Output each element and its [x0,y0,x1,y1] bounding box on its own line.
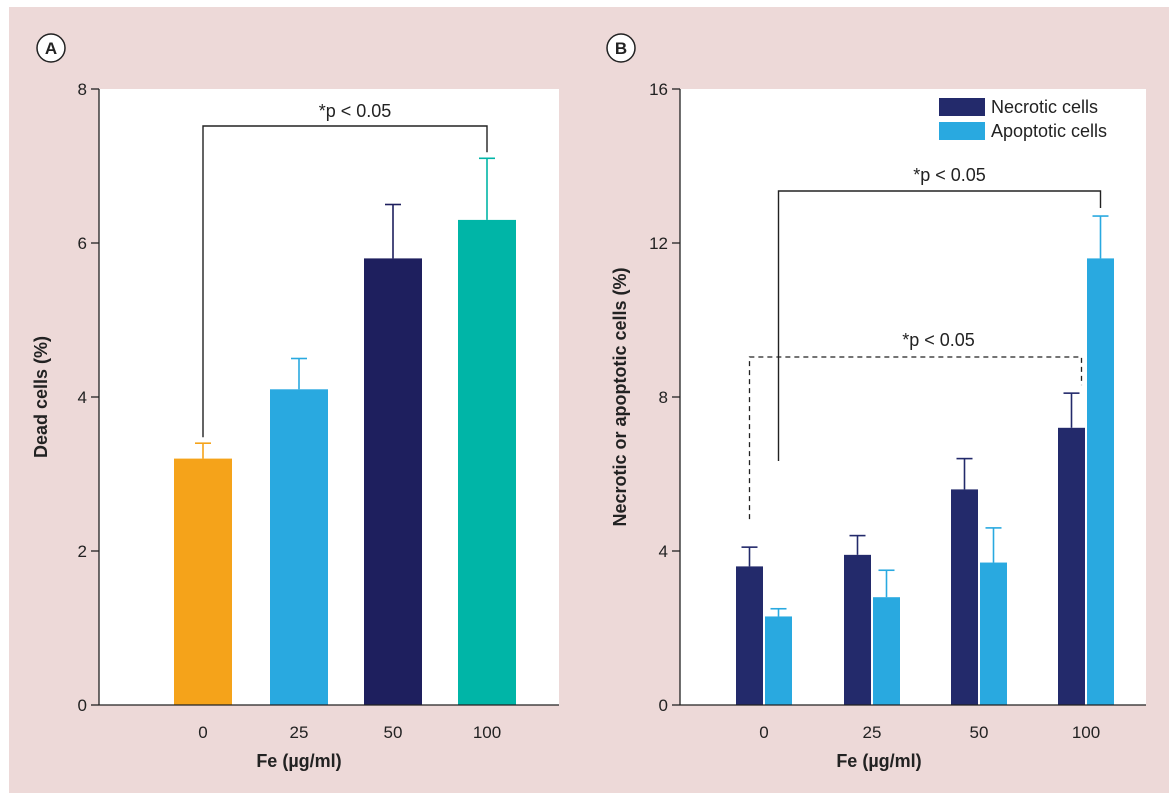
panel-b-x-label: Fe (µg/ml) [836,751,921,771]
legend-swatch-apoptotic [939,122,985,140]
y-tick-label: 16 [649,80,668,99]
x-tick-label: 25 [863,723,882,742]
y-tick-label: 0 [659,696,668,715]
significance-bracket-solid [777,190,1102,461]
significance-bracket-dashed [748,356,1083,520]
panel-a-letter: A [45,39,57,58]
figure: A 0 2 4 6 8 0 25 50 100 *p < 0.05 Fe (µg/ml) De… [9,7,1169,793]
panel-b-x-ticks: 0 25 50 100 [759,723,1100,742]
bar-necrotic-0 [736,566,763,705]
chart-canvas: A 0 2 4 6 8 0 25 50 100 *p < 0.05 Fe (µg/ml) De… [31,33,1146,771]
bar-apoptotic-0 [765,616,792,705]
y-tick-label: 2 [78,542,87,561]
bar-100 [458,219,516,705]
panel-b-y-label: Necrotic or apoptotic cells (%) [610,267,630,526]
x-tick-label: 0 [759,723,768,742]
bar-apoptotic-50 [980,562,1007,705]
panel-a-x-label: Fe (µg/ml) [256,751,341,771]
y-tick-label: 6 [78,234,87,253]
panel-a: A 0 2 4 6 8 0 25 50 100 *p < 0.05 Fe (µg/ml) De… [31,33,559,771]
bar-necrotic-100 [1058,427,1085,705]
bar-apoptotic-25 [873,597,900,705]
panel-b-bars [736,258,1114,705]
panel-b-legend: Necrotic cells Apoptotic cells [939,97,1107,141]
x-tick-label: 50 [970,723,989,742]
legend-label-apoptotic: Apoptotic cells [991,121,1107,141]
bar-25 [270,389,328,705]
bar-apoptotic-100 [1087,258,1114,705]
y-tick-label: 0 [78,696,87,715]
y-tick-label: 8 [659,388,668,407]
bar-0 [174,458,232,705]
x-tick-label: 25 [290,723,309,742]
panel-b-letter: B [615,39,627,58]
significance-label: *p < 0.05 [319,101,392,121]
panel-b: B 0 4 8 12 16 0 25 50 100 *p < 0.05 *p < 0.05 Fe… [606,33,1146,771]
panel-b-badge [606,33,636,63]
y-tick-label: 4 [78,388,87,407]
bar-50 [364,258,422,705]
x-tick-label: 100 [1072,723,1100,742]
y-tick-label: 12 [649,234,668,253]
panel-b-y-ticks: 0 4 8 12 16 [649,80,680,715]
legend-label-necrotic: Necrotic cells [991,97,1098,117]
x-tick-label: 100 [473,723,501,742]
panel-a-error-bars [195,157,495,459]
panel-b-error-bars [741,215,1109,617]
panel-a-badge [36,33,66,63]
panel-a-significance: *p < 0.05 [202,101,488,438]
panel-a-bars [174,219,516,705]
bar-necrotic-25 [844,554,871,705]
panel-a-x-ticks: 0 25 50 100 [198,723,501,742]
significance-bracket [202,125,488,438]
panel-a-y-ticks: 0 2 4 6 8 [78,80,99,715]
significance-label-solid: *p < 0.05 [913,165,986,185]
panel-b-significance: *p < 0.05 *p < 0.05 [748,165,1102,520]
y-tick-label: 8 [78,80,87,99]
significance-label-dashed: *p < 0.05 [902,330,975,350]
x-tick-label: 50 [384,723,403,742]
x-tick-label: 0 [198,723,207,742]
bar-necrotic-50 [951,489,978,705]
y-tick-label: 4 [659,542,668,561]
panel-a-y-label: Dead cells (%) [31,336,51,458]
legend-swatch-necrotic [939,98,985,116]
